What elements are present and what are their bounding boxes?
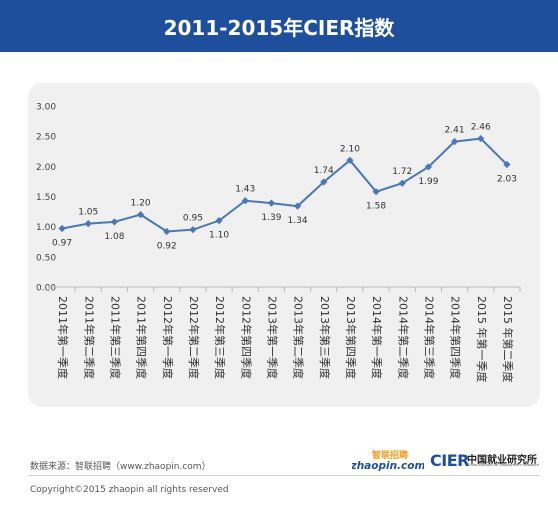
data-point xyxy=(84,220,92,228)
data-label: 0.92 xyxy=(157,241,177,251)
data-point xyxy=(477,134,485,143)
x-tick-label: 2012年第一季度 xyxy=(161,296,175,379)
data-source-note: 数据来源：智联招聘（www.zhaopin.com） xyxy=(30,462,211,472)
data-label: 1.43 xyxy=(235,185,255,195)
y-tick-label: 1.00 xyxy=(36,223,56,233)
zhaopin-logo-en: zhaopin.com xyxy=(352,460,424,471)
data-point xyxy=(424,163,433,171)
x-tick-label: 2011年第四季度 xyxy=(135,296,149,379)
x-tick-label: 2015 年第二季度 xyxy=(501,296,515,382)
data-label: 2.41 xyxy=(445,126,465,136)
y-tick-label: 2.00 xyxy=(36,163,56,173)
x-tick-label: 2011年第三季度 xyxy=(108,296,122,379)
data-point xyxy=(189,226,197,234)
page-title-banner: 2011-2015年CIER指数 xyxy=(0,0,558,52)
y-tick-label: 0.00 xyxy=(36,284,56,294)
data-label: 1.34 xyxy=(288,216,308,226)
data-label: 1.05 xyxy=(78,208,98,218)
data-label: 0.95 xyxy=(183,214,203,224)
footer-divider xyxy=(28,475,540,476)
x-tick-label: 2012年第二季度 xyxy=(187,296,201,379)
page-title: 2011-2015年CIER指数 xyxy=(163,15,395,40)
data-label: 1.58 xyxy=(366,202,386,212)
y-tick-label: 2.50 xyxy=(36,133,56,143)
x-tick-label: 2014年第一季度 xyxy=(370,296,384,379)
data-point xyxy=(136,211,145,219)
data-point xyxy=(267,199,276,207)
x-tick-label: 2012年第三季度 xyxy=(213,296,227,379)
x-tick-label: 2012年第四季度 xyxy=(239,296,253,379)
x-tick-label: 2011年第二季度 xyxy=(82,296,96,379)
x-axis: 2011年第一季度 2011年第二季度 2011年第三季度 2011年第四季度 2012… xyxy=(48,287,521,383)
y-axis: 0.00 0.50 1.00 1.50 2.00 2.50 3.00 xyxy=(36,103,56,294)
y-tick-label: 1.50 xyxy=(36,193,56,203)
data-points xyxy=(58,134,511,236)
data-label: 2.46 xyxy=(471,123,491,133)
data-point xyxy=(163,227,171,236)
data-label: 0.97 xyxy=(52,238,72,248)
chart-panel: 0.00 0.50 1.00 1.50 2.00 2.50 3.00 2011年第一季度 20… xyxy=(28,83,540,407)
data-point xyxy=(241,197,249,205)
x-tick-label: 2014年第二季度 xyxy=(396,296,410,379)
cier-logo-word: CIER xyxy=(430,451,469,470)
data-point xyxy=(58,224,66,233)
copyright-notice: Copyright©2015 zhaopin all rights reserv… xyxy=(30,485,229,495)
x-tick-label: 2015 年第一季度 xyxy=(475,296,489,383)
data-point xyxy=(346,156,354,164)
zhaopin-logo-cn: 智联招聘 xyxy=(372,449,408,461)
x-tick-label: 2013年第一季度 xyxy=(265,296,279,379)
data-label: 1.72 xyxy=(392,167,412,177)
data-point xyxy=(450,137,459,146)
data-label: 1.08 xyxy=(104,232,124,242)
x-tick-label: 2013年第三季度 xyxy=(318,296,332,379)
data-label: 2.10 xyxy=(340,144,360,154)
data-label: 1.39 xyxy=(261,213,281,223)
data-label: 1.99 xyxy=(418,177,438,187)
data-point xyxy=(372,188,380,196)
x-tick-label: 2013年第四季度 xyxy=(344,296,358,379)
line-chart: 0.000.501.001.502.002.503.00 2011年第一季度 20… xyxy=(36,103,521,383)
data-label: 1.20 xyxy=(131,199,151,209)
x-tick-label: 2014年第三季度 xyxy=(422,296,436,379)
data-point xyxy=(320,178,328,186)
series-line xyxy=(61,137,508,233)
cier-logo-en: China Institute for Employment Research xyxy=(467,463,540,467)
data-label: 1.10 xyxy=(209,231,229,241)
y-tick-label: 0.50 xyxy=(36,253,56,263)
data-point xyxy=(215,217,223,225)
data-point xyxy=(110,218,119,226)
y-tick-label: 3.00 xyxy=(36,103,56,113)
data-label: 2.03 xyxy=(497,175,517,185)
data-label: 1.74 xyxy=(314,166,334,176)
zhaopin-logo: 智联招聘 zhaopin.com xyxy=(352,449,424,471)
x-tick-label: 2014年第四季度 xyxy=(449,296,463,379)
data-labels: 0.97 1.05 1.08 1.20 0.92 0.95 1.10 1.43 1.39 1.34… xyxy=(52,123,517,252)
data-point xyxy=(398,179,406,187)
x-tick-label: 2011年第一季度 xyxy=(56,296,70,379)
cier-logo: CIER 中国就业研究所 China Institute for Employm… xyxy=(430,451,540,471)
cier-logo-cn: 中国就业研究所 xyxy=(467,455,537,466)
data-point xyxy=(503,160,511,169)
x-tick-label: 2013年第二季度 xyxy=(292,296,306,379)
